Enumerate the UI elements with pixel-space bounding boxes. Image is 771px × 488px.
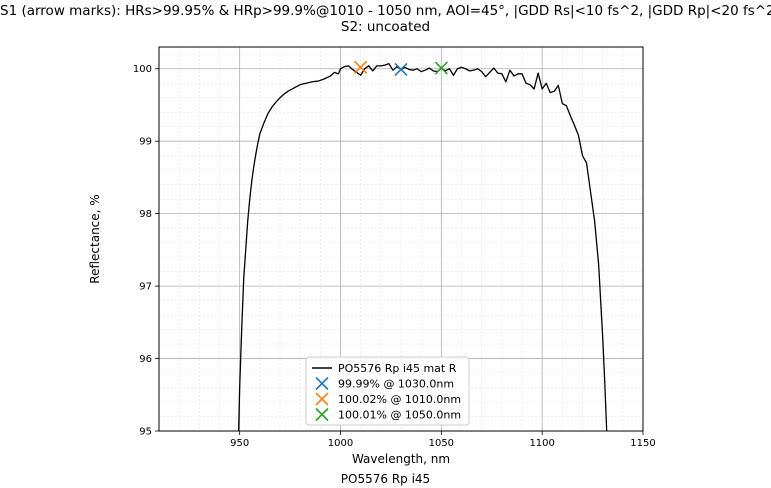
series-line — [238, 63, 608, 432]
legend-entry-label: 99.99% @ 1030.0nm — [338, 378, 454, 391]
y-axis-label: Reflectance, % — [88, 194, 102, 283]
y-tick-label: 99 — [139, 137, 152, 148]
series-layer — [238, 63, 608, 432]
plot-frame — [158, 46, 644, 432]
legend-entry-label: PO5576 Rp i45 mat R — [338, 362, 457, 375]
figure-caption: PO5576 Rp i45 — [340, 472, 431, 486]
legend: PO5576 Rp i45 mat R 99.99% @ 1030.0nm 100.… — [305, 356, 470, 426]
y-tick-label: 96 — [139, 354, 152, 365]
legend-box — [305, 356, 470, 426]
x-tick-label: 1150 — [630, 438, 655, 449]
data-point-marker — [434, 61, 448, 75]
chart-subtitle: S2: uncoated — [340, 19, 431, 35]
legend-entry-label: 100.02% @ 1010.0nm — [338, 393, 461, 406]
x-tick-label: 1050 — [429, 438, 454, 449]
ticks-layer: 950 1000 1050 1100 1150 95 96 97 98 99 100 — [133, 64, 656, 449]
x-tick-label: 950 — [230, 438, 249, 449]
x-tick-label: 1000 — [328, 438, 353, 449]
data-point-marker — [354, 60, 368, 74]
legend-marker-swatch — [315, 407, 329, 422]
chart-title: S1 (arrow marks): HRs>99.95% & HRp>99.9%… — [0, 3, 771, 19]
data-point-marker — [394, 62, 408, 77]
legend-marker-swatch — [315, 392, 329, 406]
y-tick-label: 97 — [139, 282, 152, 293]
y-tick-label: 98 — [139, 209, 152, 220]
x-axis-label: Wavelength, nm — [352, 452, 450, 466]
legend-marker-swatch — [315, 376, 329, 391]
legend-entry-label: 100.01% @ 1050.0nm — [338, 409, 461, 422]
y-tick-label: 95 — [139, 427, 152, 438]
x-tick-label: 1100 — [529, 438, 554, 449]
y-tick-label: 100 — [133, 64, 152, 75]
marker-layer — [354, 60, 448, 77]
